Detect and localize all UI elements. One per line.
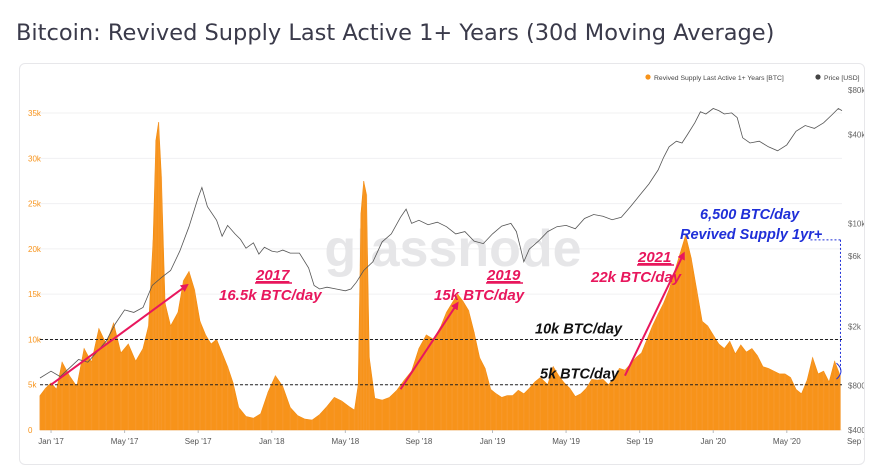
x-tick-label: May '19 — [552, 437, 580, 446]
y-right-tick-label: $800 — [848, 382, 864, 391]
x-tick-label: Sep '18 — [405, 437, 432, 446]
x-tick-label: Jan '18 — [259, 437, 285, 446]
price-line — [39, 108, 843, 379]
x-tick-label: Jan '20 — [700, 437, 726, 446]
blue-annotation-line2: Revived Supply 1yr+ — [680, 227, 823, 243]
x-tick-label: May '17 — [111, 437, 139, 446]
legend-marker — [815, 74, 821, 80]
y-left-tick-label: 15k — [28, 290, 42, 299]
y-right-tick-label: $10k — [848, 219, 864, 228]
annotation-year: 2019 — [486, 267, 521, 284]
y-left-tick-label: 30k — [28, 154, 42, 163]
annotations: 2017 16.5k BTC/day 2019 15k BTC/day 2021 22k … — [50, 207, 842, 390]
y-left-tick-label: 20k — [28, 245, 42, 254]
annotation-year: 2017 — [255, 267, 290, 284]
legend-label: Price [USD] — [824, 75, 860, 82]
y-left-tick-label: 5k — [28, 381, 37, 390]
x-tick-label: Sep '17 — [185, 437, 212, 446]
axes: 0 5k 10k 15k 20k 25k 30k 35k $400 $800 $2k $6k $10k $… — [28, 86, 864, 446]
supply-area-path — [39, 122, 841, 431]
legend-marker — [645, 74, 651, 80]
y-left-tick-label: 10k — [28, 335, 42, 344]
x-tick-label: May '20 — [773, 437, 801, 446]
price-line-path — [39, 108, 843, 379]
y-right-tick-label: $6k — [848, 252, 862, 261]
legend-label: Revived Supply Last Active 1+ Years [BTC… — [654, 75, 784, 82]
y-right-tick-label: $40k — [848, 130, 864, 139]
x-tick-label: Jan '17 — [38, 437, 64, 446]
x-tick-label: Sep '20 — [847, 437, 864, 446]
legend: Revived Supply Last Active 1+ Years [BTC… — [645, 74, 860, 82]
y-left-tick-label: 0 — [28, 426, 33, 435]
y-right-tick-label: $400 — [848, 426, 864, 435]
annotation-arrow — [399, 301, 459, 390]
chart-container: glassnode 10k BTC/day 5k BTC/day 2017 16.5… — [19, 63, 865, 465]
annotation-value: 22k BTC/day — [590, 269, 682, 286]
annotation-arrow — [624, 251, 685, 377]
blue-bracket-brace — [836, 362, 842, 380]
y-right-tick-label: $2k — [848, 323, 862, 332]
y-right-tick-label: $80k — [848, 86, 864, 95]
blue-annotation-line1: 6,500 BTC/day — [700, 207, 800, 223]
annotation-year: 2021 — [637, 249, 671, 266]
x-tick-label: Sep '19 — [626, 437, 653, 446]
x-tick-label: May '18 — [331, 437, 359, 446]
y-left-tick-label: 25k — [28, 200, 42, 209]
page-title: Bitcoin: Revived Supply Last Active 1+ Y… — [16, 20, 775, 46]
reference-line-label: 5k BTC/day — [540, 367, 620, 383]
x-tick-label: Jan '19 — [480, 437, 506, 446]
reference-line-label: 10k BTC/day — [535, 321, 623, 337]
reference-lines: 10k BTC/day 5k BTC/day — [40, 321, 842, 386]
annotation-arrow — [50, 283, 189, 386]
supply-area — [39, 122, 841, 431]
annotation-value: 15k BTC/day — [434, 287, 525, 304]
annotation-value: 16.5k BTC/day — [219, 287, 322, 304]
y-left-tick-label: 35k — [28, 109, 42, 118]
